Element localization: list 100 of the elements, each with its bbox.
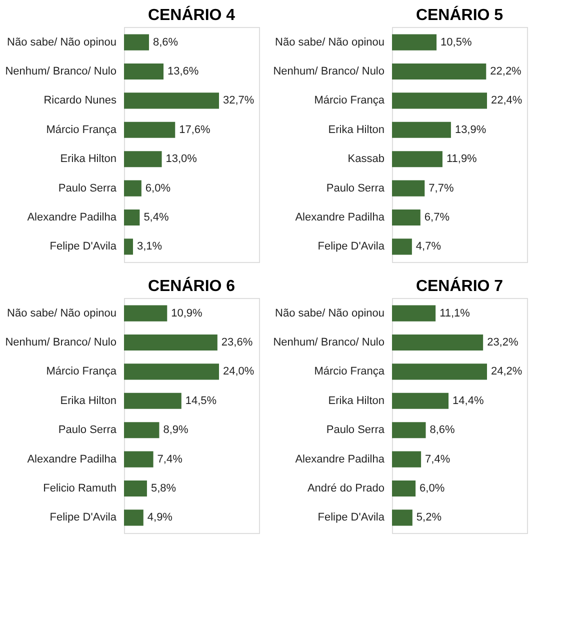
y-tick-label: Paulo Serra xyxy=(326,182,386,194)
y-tick-label: Nenhum/ Branco/ Nulo xyxy=(5,336,116,349)
bar xyxy=(124,451,154,468)
data-label: 4,9% xyxy=(147,512,173,524)
data-label: 24,2% xyxy=(491,366,522,378)
bar xyxy=(124,122,176,138)
bar xyxy=(392,334,484,351)
bar xyxy=(124,180,142,196)
y-tick-label: Nenhum/ Branco/ Nulo xyxy=(5,66,116,78)
y-tick-label: Kassab xyxy=(348,153,384,166)
y-tick-label: Márcio França xyxy=(314,366,386,378)
data-label: 11,1% xyxy=(440,307,470,320)
data-label: 24,0% xyxy=(223,366,254,378)
bar xyxy=(124,92,219,109)
y-tick-label: Não sabe/ Não opinou xyxy=(7,307,116,320)
y-tick-label: Erika Hilton xyxy=(328,394,384,407)
bar xyxy=(392,480,416,497)
chart-title: CENÁRIO 7 xyxy=(416,276,504,295)
data-label: 7,4% xyxy=(157,453,183,466)
bar xyxy=(392,122,451,138)
data-label: 23,2% xyxy=(487,336,518,349)
bar xyxy=(124,510,144,526)
bar xyxy=(392,392,449,409)
data-label: 7,7% xyxy=(428,182,454,194)
bar xyxy=(392,92,487,109)
y-tick-label: Márcio França xyxy=(314,94,386,107)
chart-title: CENÁRIO 4 xyxy=(148,5,236,24)
bar xyxy=(392,510,412,526)
y-tick-label: Paulo Serra xyxy=(58,424,118,436)
bar xyxy=(392,34,437,50)
bar xyxy=(124,334,218,351)
bar xyxy=(392,451,422,468)
y-tick-label: Alexandre Padilha xyxy=(295,211,386,224)
data-label: 5,8% xyxy=(150,482,176,494)
y-tick-label: Paulo Serra xyxy=(58,182,118,194)
y-tick-label: Ricardo Nunes xyxy=(44,94,117,107)
bar xyxy=(392,209,420,226)
bar xyxy=(124,392,182,409)
data-label: 7,4% xyxy=(425,453,450,466)
bar xyxy=(392,238,412,255)
data-label: 8,6% xyxy=(430,424,456,436)
data-label: 4,7% xyxy=(416,240,442,253)
data-label: 22,4% xyxy=(491,94,522,107)
y-tick-label: Alexandre Padilha xyxy=(27,453,118,466)
data-label: 8,6% xyxy=(152,36,178,48)
bar xyxy=(392,151,442,168)
y-tick-label: Nenhum/ Branco/ Nulo xyxy=(273,66,384,78)
y-tick-label: Alexandre Padilha xyxy=(295,453,386,466)
bar xyxy=(124,238,134,255)
y-tick-label: Erika Hilton xyxy=(60,153,116,166)
data-label: 10,5% xyxy=(440,36,472,48)
data-label: 17,6% xyxy=(179,124,211,136)
data-label: 13,0% xyxy=(166,153,198,166)
bar xyxy=(124,422,160,438)
y-tick-label: Nenhum/ Branco/ Nulo xyxy=(273,336,384,349)
data-label: 22,2% xyxy=(490,66,522,78)
data-label: 10,9% xyxy=(171,307,203,320)
data-label: 3,1% xyxy=(137,240,162,253)
bar xyxy=(392,63,486,80)
bar xyxy=(124,63,164,80)
y-tick-label: Felipe D'Avila xyxy=(318,240,386,253)
bar xyxy=(124,151,162,168)
bar xyxy=(124,34,149,50)
bar xyxy=(124,480,147,497)
y-tick-label: Não sabe/ Não opinou xyxy=(7,36,116,48)
data-label: 23,6% xyxy=(221,336,253,349)
data-label: 14,4% xyxy=(452,394,484,407)
y-tick-label: Não sabe/ Não opinou xyxy=(275,36,384,48)
y-tick-label: Felipe D'Avila xyxy=(50,240,118,253)
y-tick-label: Márcio França xyxy=(46,366,118,378)
data-label: 5,4% xyxy=(144,211,169,224)
bar xyxy=(124,305,168,322)
y-tick-label: Felicio Ramuth xyxy=(43,482,116,494)
data-label: 5,2% xyxy=(416,512,442,524)
y-tick-label: Alexandre Padilha xyxy=(27,211,118,224)
data-label: 6,7% xyxy=(424,211,450,224)
bar xyxy=(124,209,140,226)
data-label: 8,9% xyxy=(163,424,189,436)
y-tick-label: Erika Hilton xyxy=(60,394,116,407)
data-label: 13,6% xyxy=(168,66,199,78)
chart-title: CENÁRIO 5 xyxy=(416,5,504,24)
bar xyxy=(392,364,487,380)
y-tick-label: Felipe D'Avila xyxy=(50,512,118,524)
data-label: 6,0% xyxy=(145,182,171,194)
data-label: 13,9% xyxy=(454,124,486,136)
data-label: 11,9% xyxy=(446,153,478,166)
y-tick-label: Márcio França xyxy=(46,124,118,136)
y-tick-label: André do Prado xyxy=(307,482,384,494)
bar xyxy=(124,364,219,380)
data-label: 6,0% xyxy=(420,482,445,494)
y-tick-label: Erika Hilton xyxy=(328,124,384,136)
y-tick-label: Felipe D'Avila xyxy=(318,512,386,524)
bar xyxy=(392,180,425,196)
bar xyxy=(392,422,426,438)
data-label: 14,5% xyxy=(185,394,217,407)
data-label: 32,7% xyxy=(223,94,254,107)
chart-title: CENÁRIO 6 xyxy=(148,276,236,295)
y-tick-label: Paulo Serra xyxy=(326,424,386,436)
bar xyxy=(392,305,436,322)
y-tick-label: Não sabe/ Não opinou xyxy=(275,307,384,320)
